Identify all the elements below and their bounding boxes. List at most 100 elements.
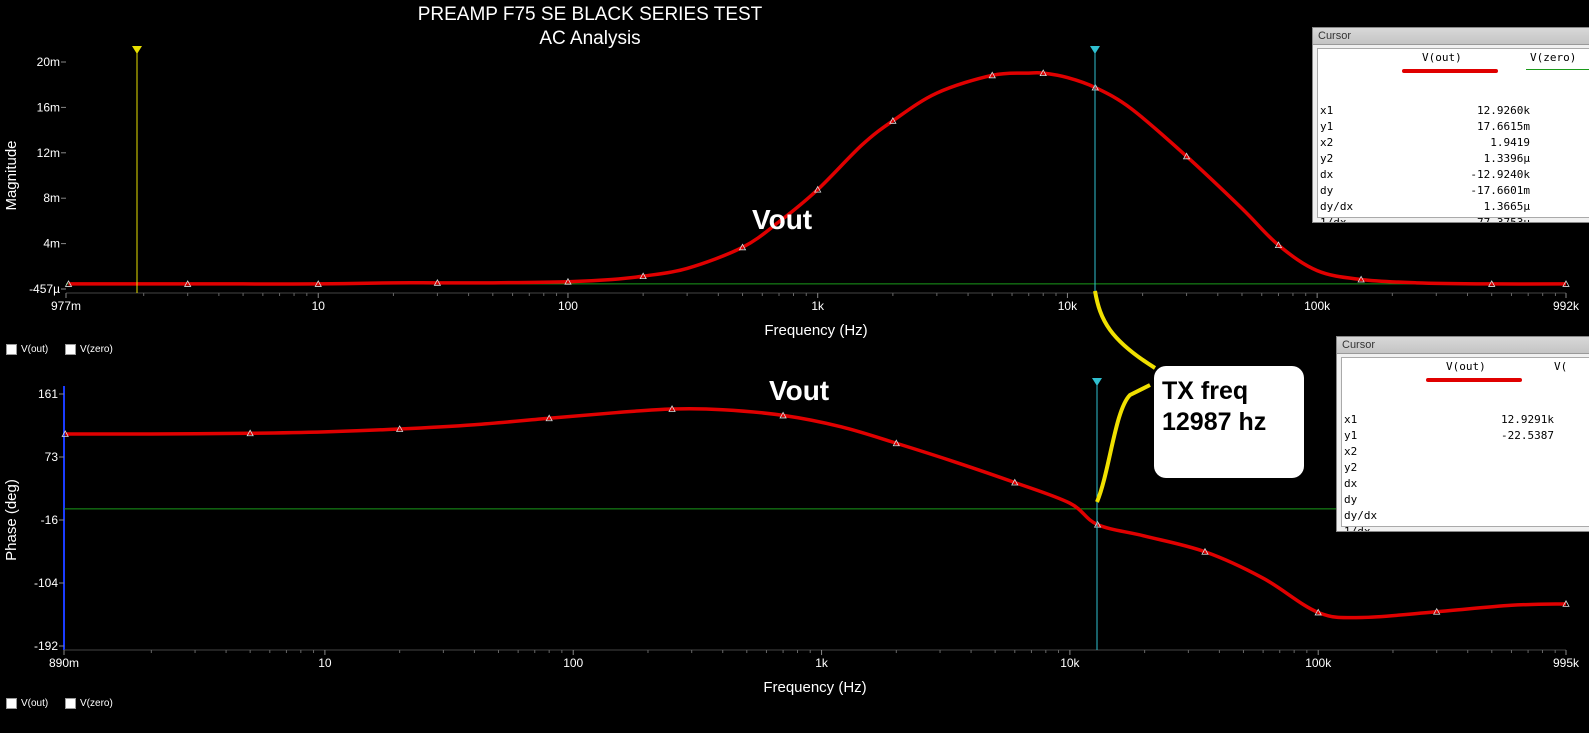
y-tick-label: -192 [34,639,58,653]
vout-data-point [892,439,900,447]
cursor-value-vout: 1.9419 [1490,136,1530,149]
cursor-window-bottom[interactable]: Cursor V(out) V( x112.9291k1y1-22.5387x2… [1336,336,1589,532]
y-axis-label: Phase (deg) [3,479,20,561]
vout-data-point [639,272,647,280]
cursor-row-label: x2 [1320,136,1334,149]
cursor-row-dy: dy-17.6601m0 [1320,183,1530,199]
vout-data-point [889,116,897,124]
vout-data-point [433,278,442,286]
cursor-row-label: dy/dx [1344,509,1378,522]
cursor-row-y1: y1 -22.5387 [1344,428,1554,444]
cursor-col-vzero: V(zero) [1530,51,1577,64]
vout-data-point [1039,69,1047,76]
legend-bottom[interactable]: V(out) V(zero) [6,698,113,709]
x-tick-label: 10k [1058,299,1078,313]
x-tick-label: 1k [815,656,829,670]
cursor-value-vout: 1.3396µ [1483,152,1530,165]
cursor-b-handle [1090,46,1100,54]
vout-data-point [1562,600,1570,607]
y-tick-label: 16m [37,100,60,114]
cursor-row-label: dy [1344,493,1358,506]
vout-data-point [395,425,404,432]
vout-data-point [668,405,676,412]
cursor-row-x2: x2 [1344,444,1554,460]
cursor-window-top[interactable]: Cursor V(out) V(zero) x112.9260k12.9y117… [1312,27,1589,223]
vout-data-point [1093,520,1102,528]
cursor-b-handle [1092,378,1102,386]
cursor-window-caption[interactable]: Cursor [1337,337,1589,354]
cursor-row-dx: dx [1344,476,1554,492]
vout-data-point [988,71,996,79]
cursor-col-vout: V(out) [1446,360,1486,373]
cursor-col-vzero: V( [1554,360,1568,373]
vout-checkbox[interactable] [6,698,17,709]
vout-checkbox[interactable] [6,344,17,355]
cursor-row-y2: y21.3396µ0 [1320,151,1530,167]
vout-data-point [1201,547,1209,555]
x-tick-label: 977m [51,299,81,313]
cursor-row-label: y2 [1344,461,1358,474]
cursor-value-vout: 12.9291k [1501,413,1554,426]
callout-connector-top [1093,290,1157,370]
legend-vout: V(out) [21,698,49,710]
y-tick-label: -16 [41,513,59,527]
cursor-table: V(out) V(zero) x112.9260k12.9y117.6615m0… [1317,48,1589,222]
x-axis-label: Frequency (Hz) [764,322,867,339]
legend-top[interactable]: V(out) V(zero) [6,344,113,355]
x-tick-label: 100k [1304,299,1331,313]
cursor-a-handle [132,46,142,54]
legend-vzero: V(zero) [80,344,113,356]
vout-data-point [183,280,192,287]
cursor-value-vout: 1.3665µ [1483,200,1530,213]
cursor-row-dy-dx: dy/dx [1344,508,1554,524]
vout-data-point [738,243,747,251]
vout-data-point [1314,608,1322,616]
vout-data-point [246,429,254,437]
cursor-value-vout: -77.3753µ [1470,216,1530,223]
y-tick-label: 20m [37,55,60,69]
vout-annotation-bottom: Vout [769,375,830,406]
x-tick-label: 10k [1060,656,1080,670]
vout-data-point [1357,275,1365,283]
callout-connector-bottom [1095,383,1151,503]
cursor-row-label: 1/dx [1344,525,1371,532]
cursor-row-label: x1 [1344,413,1358,426]
vout-data-point [1011,478,1019,486]
vout-data-point [1433,607,1441,615]
cursor-row-label: dy [1320,184,1334,197]
vout-data-point [814,185,822,193]
y-tick-label: 73 [45,450,59,464]
cursor-row-dx: dx-12.9240k-12.9 [1320,167,1530,183]
cursor-row-y2: y2 [1344,460,1554,476]
vout-data-point [61,430,69,437]
y-tick-label: 12m [37,146,60,160]
y-tick-label: 4m [43,237,60,251]
vzero-checkbox[interactable] [65,698,77,709]
y-tick-label: 8m [43,191,60,205]
cursor-value-vout: -22.5387 [1501,429,1554,442]
x-tick-label: 10 [312,299,326,313]
cursor-table: V(out) V( x112.9291k1y1-22.5387x2y2dxdyd… [1341,357,1589,531]
tx-freq-callout: TX freq 12987 hz [1154,366,1304,478]
vout-color-swatch [1426,378,1522,382]
x-tick-label: 995k [1553,656,1580,670]
x-tick-label: 100k [1305,656,1332,670]
vout-color-swatch [1402,69,1498,73]
cursor-window-caption[interactable]: Cursor [1313,28,1589,45]
cursor-row-label: dy/dx [1320,200,1354,213]
x-axis-label: Frequency (Hz) [763,679,866,696]
vout-data-point [564,277,572,285]
vout-series-line [65,406,1567,620]
x-tick-label: 100 [563,656,583,670]
y-tick-label: -104 [34,576,58,590]
cursor-row-label: y1 [1344,429,1358,442]
cursor-row-label: y1 [1320,120,1334,133]
vout-data-point [1488,280,1496,287]
vzero-color-swatch [1526,69,1589,70]
callout-line2: 12987 hz [1162,408,1267,436]
vzero-checkbox[interactable] [65,344,77,355]
